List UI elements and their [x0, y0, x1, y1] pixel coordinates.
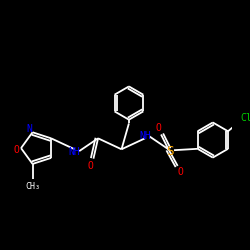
Text: O: O	[14, 145, 19, 155]
Text: CH₃: CH₃	[25, 182, 40, 191]
Text: NH: NH	[69, 147, 80, 157]
Text: O: O	[178, 168, 184, 177]
Text: O: O	[155, 123, 161, 133]
Text: NH: NH	[139, 130, 151, 140]
Text: O: O	[88, 161, 94, 171]
Text: S: S	[166, 144, 174, 158]
Text: Cl: Cl	[241, 113, 250, 123]
Text: N: N	[26, 124, 32, 134]
